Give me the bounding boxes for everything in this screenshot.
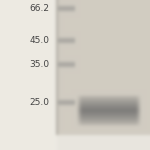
Text: 45.0: 45.0 xyxy=(30,36,50,45)
Text: 25.0: 25.0 xyxy=(30,98,50,106)
Text: 66.2: 66.2 xyxy=(30,4,50,13)
Text: 35.0: 35.0 xyxy=(29,60,50,69)
